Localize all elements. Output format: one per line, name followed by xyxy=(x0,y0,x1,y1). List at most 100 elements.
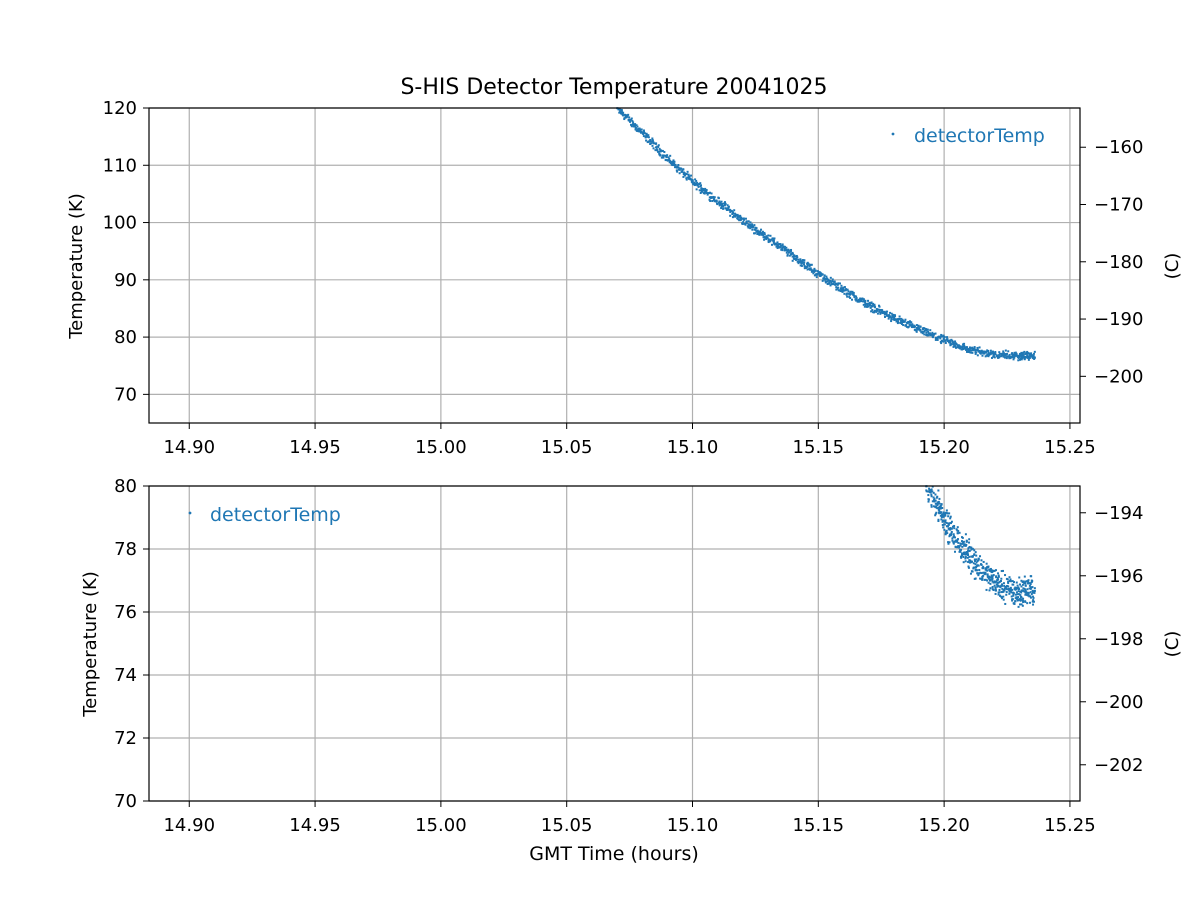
data-point xyxy=(887,317,890,320)
data-point xyxy=(976,348,979,351)
data-point xyxy=(979,555,982,558)
data-point xyxy=(943,335,946,338)
data-point xyxy=(944,511,947,514)
data-point xyxy=(997,574,1000,577)
data-point xyxy=(905,324,908,327)
data-point xyxy=(931,485,934,488)
data-point xyxy=(796,260,799,263)
data-point xyxy=(1002,352,1005,355)
data-point xyxy=(967,565,970,568)
y-axis-label: Temperature (K) xyxy=(80,571,101,718)
data-point xyxy=(1010,595,1013,598)
data-point xyxy=(944,339,947,342)
data-point xyxy=(851,291,854,294)
data-point xyxy=(860,300,863,303)
data-point xyxy=(831,283,834,286)
data-point xyxy=(1023,590,1026,593)
data-point xyxy=(951,339,954,342)
data-point xyxy=(929,490,932,493)
data-point xyxy=(965,543,968,546)
data-point xyxy=(990,351,993,354)
data-point xyxy=(892,318,895,321)
data-point xyxy=(959,544,962,547)
data-point xyxy=(1006,352,1009,355)
data-point xyxy=(885,310,888,313)
data-point xyxy=(785,246,788,249)
y-right-tick-label: −200 xyxy=(1094,692,1143,713)
data-point xyxy=(945,529,948,532)
data-point xyxy=(1009,588,1012,591)
data-point xyxy=(998,353,1001,356)
data-point xyxy=(668,157,671,160)
data-point xyxy=(1014,351,1017,354)
data-point xyxy=(987,565,990,568)
data-point xyxy=(793,258,796,261)
data-point xyxy=(652,147,655,150)
data-point xyxy=(1016,598,1019,601)
data-point xyxy=(842,286,845,289)
data-point xyxy=(679,167,682,170)
data-point xyxy=(919,325,922,328)
data-point xyxy=(682,175,685,178)
data-point xyxy=(1026,588,1029,591)
data-point xyxy=(717,197,720,200)
data-point xyxy=(960,548,963,551)
data-point xyxy=(867,305,870,308)
data-point xyxy=(790,248,793,251)
data-point xyxy=(693,184,696,187)
data-point xyxy=(910,326,913,329)
data-point xyxy=(854,298,857,301)
data-point xyxy=(980,351,983,354)
data-point xyxy=(982,567,985,570)
data-point xyxy=(1006,355,1009,358)
data-point xyxy=(837,282,840,285)
data-point xyxy=(742,220,745,223)
data-point xyxy=(991,580,994,583)
data-point xyxy=(803,263,806,266)
data-point xyxy=(806,268,809,271)
data-point xyxy=(654,146,657,149)
data-point xyxy=(878,310,881,313)
data-point xyxy=(886,314,889,317)
data-point xyxy=(942,526,945,529)
data-point xyxy=(883,313,886,316)
data-point xyxy=(992,589,995,592)
data-point xyxy=(628,116,631,119)
data-point xyxy=(986,574,989,577)
data-point xyxy=(724,202,727,205)
data-point xyxy=(1012,358,1015,361)
data-point xyxy=(708,196,711,199)
data-point xyxy=(917,325,920,328)
data-point xyxy=(774,242,777,245)
data-point xyxy=(989,351,992,354)
data-point xyxy=(776,241,779,244)
data-point xyxy=(696,184,699,187)
data-point xyxy=(952,342,955,345)
data-point xyxy=(834,283,837,286)
data-point xyxy=(978,346,981,349)
data-point xyxy=(931,331,934,334)
data-point xyxy=(845,293,848,296)
data-point xyxy=(958,550,961,553)
data-point xyxy=(812,272,815,275)
y-tick-label: 100 xyxy=(103,213,137,234)
data-point xyxy=(950,343,953,346)
data-point xyxy=(994,569,997,572)
data-point xyxy=(860,298,863,301)
data-point xyxy=(1018,588,1021,591)
data-point xyxy=(956,346,959,349)
data-point xyxy=(985,588,988,591)
data-point xyxy=(1002,582,1005,585)
y-right-tick-label: −194 xyxy=(1094,503,1143,524)
data-point xyxy=(676,170,679,173)
y-tick-label: 80 xyxy=(114,327,137,348)
data-point xyxy=(698,189,701,192)
data-point xyxy=(722,205,725,208)
data-point xyxy=(953,527,956,530)
data-point xyxy=(781,244,784,247)
data-point xyxy=(989,349,992,352)
data-point xyxy=(890,318,893,321)
data-point xyxy=(651,139,654,142)
data-point xyxy=(786,250,789,253)
